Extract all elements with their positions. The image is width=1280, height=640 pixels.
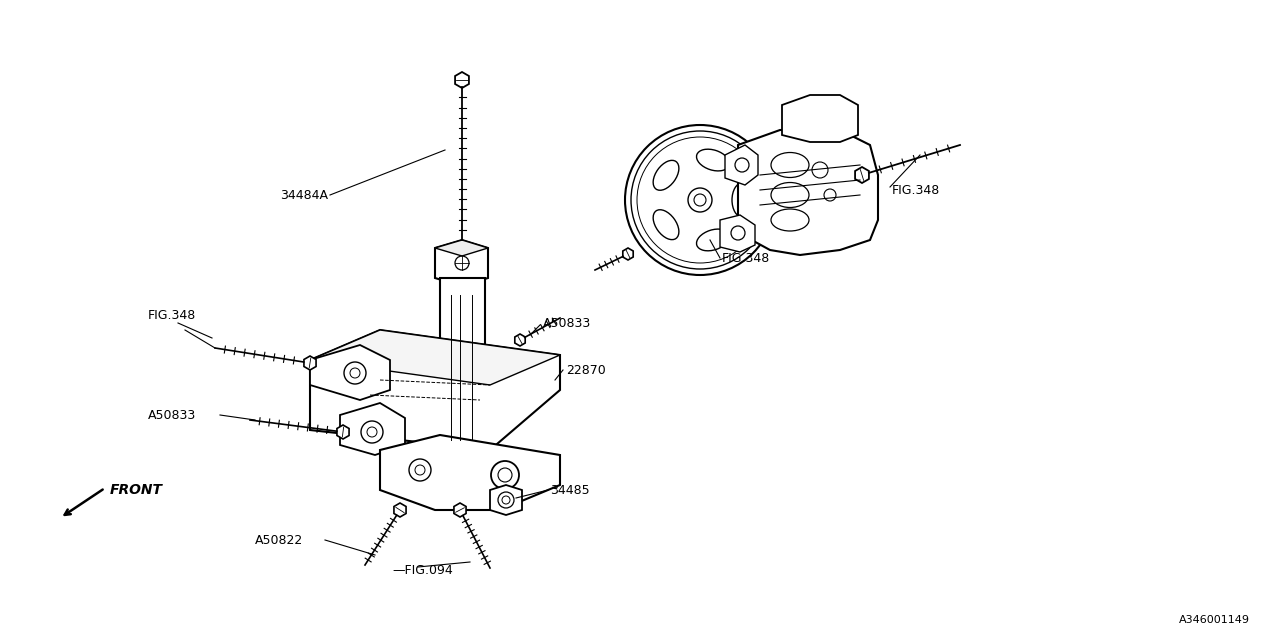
- Polygon shape: [490, 485, 522, 515]
- Polygon shape: [454, 503, 466, 517]
- Text: 22870: 22870: [566, 364, 605, 376]
- Polygon shape: [623, 248, 634, 260]
- Polygon shape: [515, 334, 525, 346]
- Ellipse shape: [653, 161, 678, 190]
- Circle shape: [344, 362, 366, 384]
- Polygon shape: [855, 167, 869, 183]
- Polygon shape: [340, 403, 404, 455]
- Polygon shape: [310, 345, 390, 400]
- Ellipse shape: [653, 210, 678, 239]
- Ellipse shape: [771, 209, 809, 231]
- Text: FIG.348: FIG.348: [892, 184, 941, 196]
- Text: A50833: A50833: [543, 317, 591, 330]
- Polygon shape: [310, 330, 561, 450]
- Text: —FIG.094: —FIG.094: [392, 563, 453, 577]
- Polygon shape: [380, 435, 561, 510]
- Polygon shape: [394, 503, 406, 517]
- Text: A346001149: A346001149: [1179, 615, 1251, 625]
- Polygon shape: [724, 145, 758, 185]
- Ellipse shape: [696, 229, 730, 251]
- Text: FIG.348: FIG.348: [148, 308, 196, 321]
- Circle shape: [492, 461, 518, 489]
- Text: 34485: 34485: [550, 483, 590, 497]
- Polygon shape: [337, 425, 349, 439]
- Polygon shape: [435, 240, 488, 256]
- Ellipse shape: [771, 152, 809, 177]
- Circle shape: [361, 421, 383, 443]
- Text: A50833: A50833: [148, 408, 196, 422]
- Polygon shape: [739, 130, 878, 255]
- Polygon shape: [435, 278, 485, 458]
- Circle shape: [625, 125, 774, 275]
- Polygon shape: [310, 330, 561, 385]
- Polygon shape: [435, 240, 488, 286]
- Ellipse shape: [732, 183, 753, 217]
- Circle shape: [694, 194, 707, 206]
- Ellipse shape: [771, 182, 809, 207]
- Polygon shape: [782, 95, 858, 142]
- Circle shape: [689, 188, 712, 212]
- Ellipse shape: [696, 149, 730, 171]
- Polygon shape: [456, 72, 468, 88]
- Polygon shape: [721, 215, 755, 252]
- Polygon shape: [303, 356, 316, 370]
- Circle shape: [498, 492, 515, 508]
- Text: 34484A: 34484A: [280, 189, 328, 202]
- Text: A50822: A50822: [255, 534, 303, 547]
- Text: FRONT: FRONT: [110, 483, 163, 497]
- Circle shape: [410, 459, 431, 481]
- Text: FIG.348: FIG.348: [722, 252, 771, 264]
